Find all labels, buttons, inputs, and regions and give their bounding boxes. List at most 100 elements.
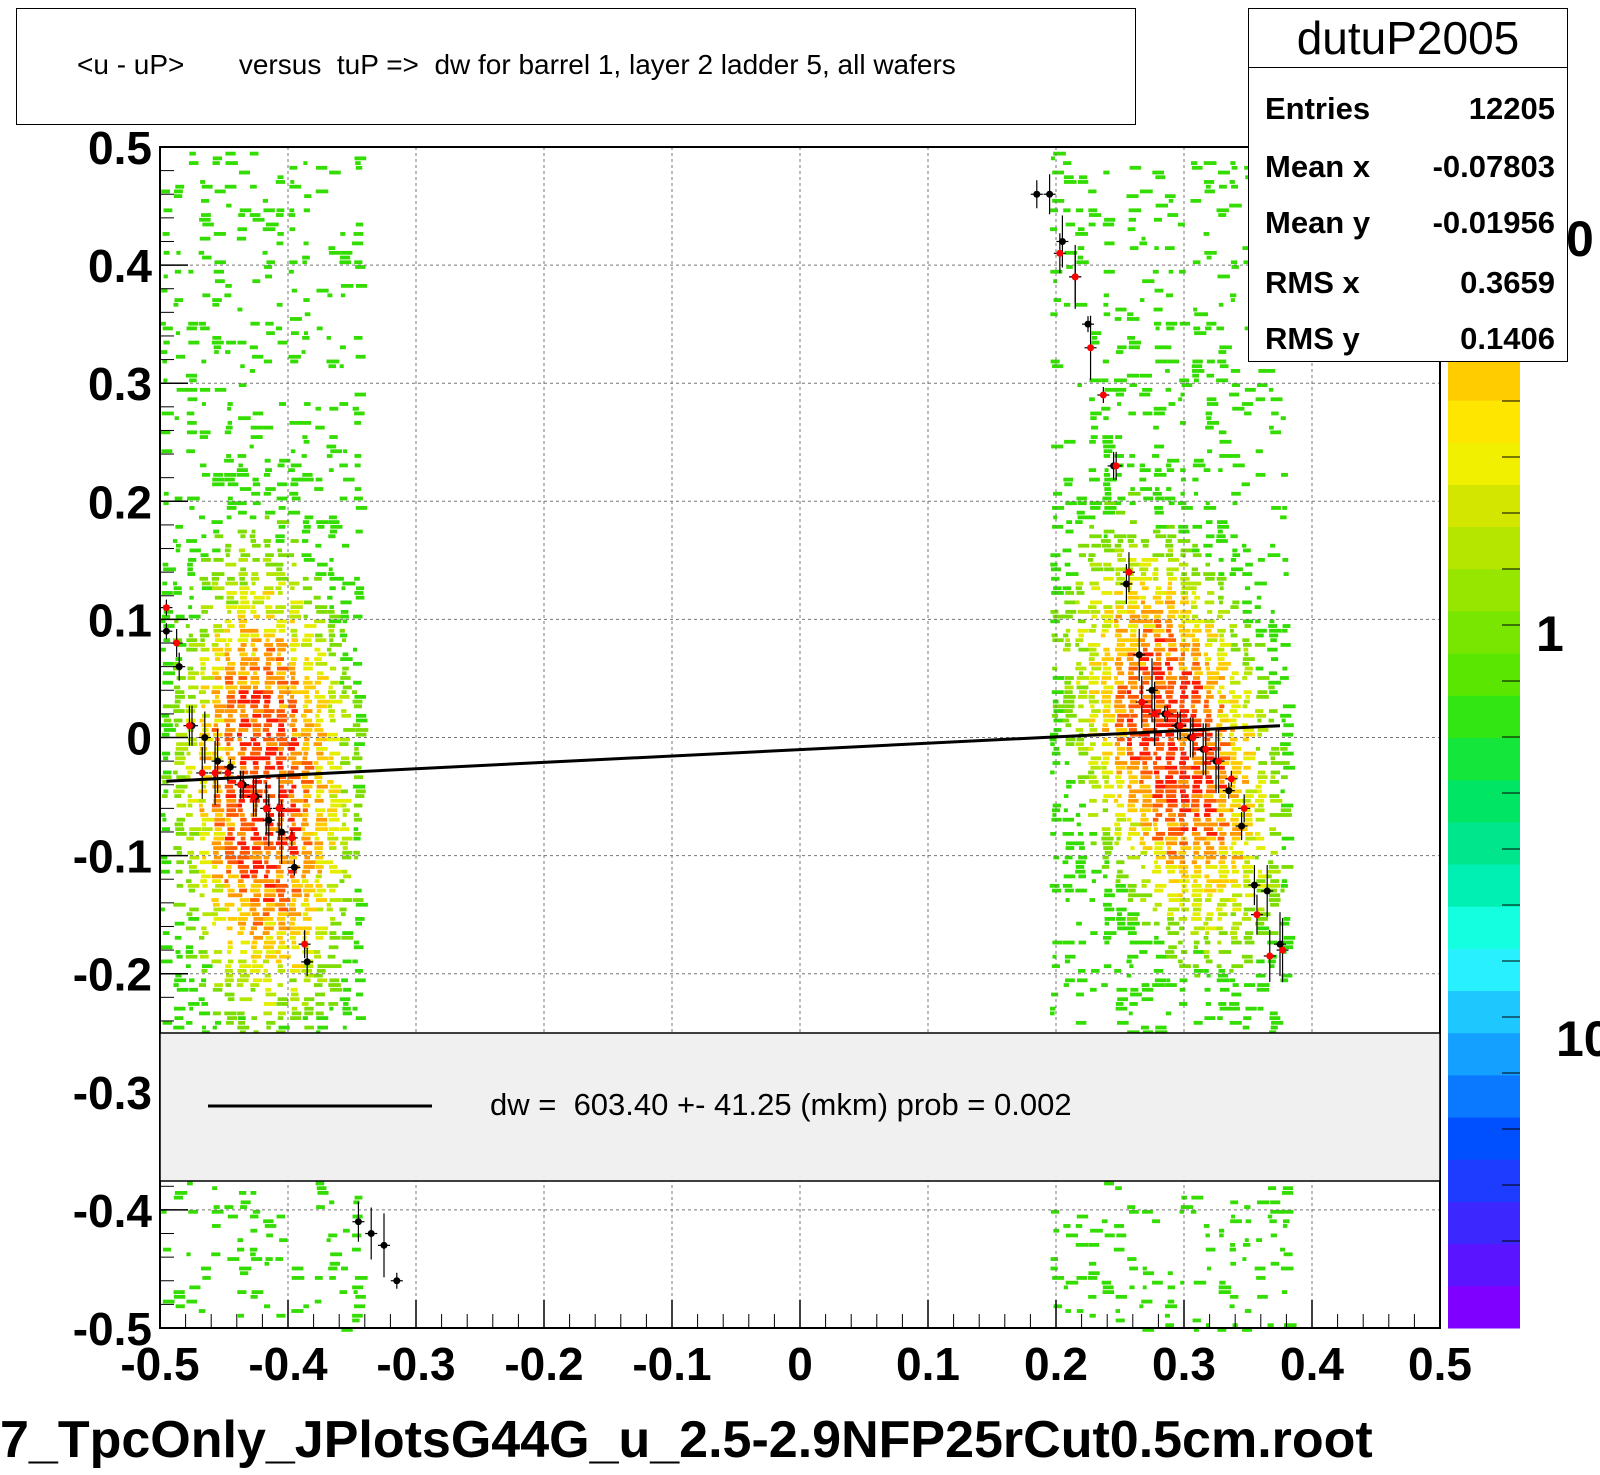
heatmap-cell [213, 628, 225, 633]
heatmap-cell [275, 902, 286, 907]
heatmap-cell [275, 534, 285, 539]
heatmap-cell [1100, 614, 1114, 619]
heatmap-cell [1051, 964, 1060, 969]
heatmap-cell [1243, 983, 1256, 987]
heatmap-cell [316, 907, 324, 912]
heatmap-cell [1231, 671, 1239, 676]
heatmap-cell [1165, 321, 1178, 326]
heatmap-cell [1165, 865, 1178, 869]
heatmap-cell [1178, 940, 1183, 945]
heatmap-cell [1115, 1294, 1127, 1299]
heatmap-cell [352, 756, 363, 761]
heatmap-cell [289, 907, 296, 912]
heatmap-cell [265, 935, 274, 940]
heatmap-cell [1165, 775, 1174, 780]
heatmap-cell [1179, 746, 1184, 751]
heatmap-cell [1280, 883, 1288, 888]
heatmap-cell [1166, 293, 1174, 298]
heatmap-cell [213, 472, 223, 477]
heatmap-cell [1282, 1186, 1293, 1191]
heatmap-cell [1155, 954, 1169, 959]
heatmap-cell [1280, 888, 1285, 893]
heatmap-cell [291, 879, 300, 884]
heatmap-cell [249, 770, 259, 775]
heatmap-cell [1140, 487, 1153, 491]
heatmap-cell [188, 614, 201, 619]
heatmap-cell [1114, 968, 1122, 973]
heatmap-cell [239, 487, 252, 491]
heatmap-cell [1142, 694, 1156, 699]
palette-band [1448, 737, 1520, 781]
heatmap-cell [1180, 789, 1186, 794]
heatmap-cell [1204, 954, 1210, 959]
heatmap-cell [1217, 888, 1224, 893]
heatmap-cell [277, 340, 288, 345]
heatmap-cell [264, 921, 277, 926]
heatmap-cell [278, 770, 287, 775]
heatmap-cell [1191, 917, 1202, 921]
heatmap-cell [342, 1228, 350, 1233]
heatmap-cell [1270, 931, 1279, 935]
heatmap-cell [326, 902, 331, 907]
profile-red-point [1215, 757, 1223, 765]
heatmap-cell [174, 921, 185, 926]
heatmap-cell [1141, 737, 1154, 742]
heatmap-cell [1050, 269, 1063, 274]
heatmap-cell [1167, 586, 1172, 591]
heatmap-cell [1216, 775, 1228, 780]
heatmap-cell [1075, 1224, 1083, 1228]
heatmap-cell [263, 855, 270, 860]
heatmap-cell [302, 520, 310, 524]
heatmap-cell [251, 827, 258, 832]
heatmap-cell [188, 1209, 198, 1214]
heatmap-cell [1140, 539, 1150, 543]
heatmap-cell [1051, 444, 1064, 449]
heatmap-cell [1194, 822, 1207, 827]
heatmap-cell [1217, 836, 1225, 841]
heatmap-cell [265, 1257, 273, 1261]
heatmap-cell [1192, 477, 1199, 482]
heatmap-cell [174, 1016, 184, 1021]
heatmap-cell [1231, 770, 1242, 775]
heatmap-cell [340, 827, 350, 832]
heatmap-cell [1280, 789, 1285, 794]
heatmap-cell [1114, 387, 1127, 392]
heatmap-cell [1050, 312, 1058, 317]
heatmap-cell [315, 822, 328, 827]
heatmap-cell [303, 860, 316, 865]
heatmap-cell [289, 614, 301, 619]
heatmap-cell [1078, 780, 1085, 784]
heatmap-cell [1168, 576, 1177, 581]
heatmap-cell [214, 260, 226, 265]
heatmap-cell [276, 624, 285, 628]
heatmap-cell [300, 643, 313, 647]
heatmap-cell [1052, 506, 1065, 510]
heatmap-cell [328, 250, 341, 255]
heatmap-cell [1241, 775, 1249, 780]
heatmap-cell [162, 581, 168, 586]
heatmap-cell [186, 326, 197, 331]
heatmap-cell [1104, 652, 1111, 657]
heatmap-cell [1269, 619, 1275, 624]
heatmap-cell [1128, 491, 1141, 496]
heatmap-cell [1181, 595, 1189, 600]
heatmap-cell [251, 1257, 263, 1261]
heatmap-cell [1126, 959, 1132, 964]
heatmap-cell [162, 232, 170, 236]
heatmap-cell [1139, 784, 1151, 789]
heatmap-cell [187, 666, 194, 671]
heatmap-cell [173, 1025, 185, 1030]
heatmap-cell [199, 1011, 211, 1016]
heatmap-cell [239, 912, 251, 917]
heatmap-cell [1243, 935, 1253, 940]
heatmap-cell [227, 874, 239, 879]
heatmap-cell [1114, 704, 1126, 709]
heatmap-cell [224, 628, 231, 633]
profile-red-point [1266, 952, 1274, 960]
heatmap-cell [1258, 912, 1271, 917]
heatmap-cell [328, 841, 336, 846]
heatmap-cell [1254, 798, 1265, 803]
heatmap-cell [328, 534, 336, 539]
heatmap-cell [253, 935, 264, 940]
heatmap-cell [1104, 1233, 1115, 1238]
